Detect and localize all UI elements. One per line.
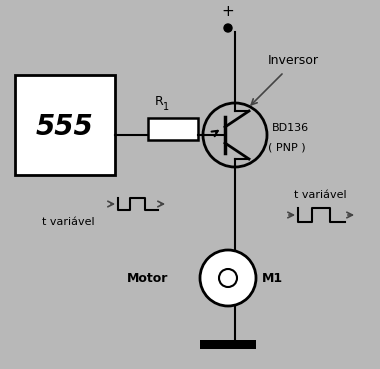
Text: t variável: t variável xyxy=(42,217,94,227)
Text: t variável: t variável xyxy=(294,190,346,200)
Text: Inversor: Inversor xyxy=(268,54,319,66)
Text: Motor: Motor xyxy=(127,272,168,284)
Text: BD136: BD136 xyxy=(272,123,309,133)
Text: 1: 1 xyxy=(163,102,169,112)
Text: 555: 555 xyxy=(36,113,94,141)
Circle shape xyxy=(200,250,256,306)
Text: +: + xyxy=(222,4,234,20)
Bar xyxy=(15,75,115,175)
Text: ( PNP ): ( PNP ) xyxy=(268,143,306,153)
Text: R: R xyxy=(155,95,164,108)
Circle shape xyxy=(203,103,267,167)
Bar xyxy=(200,340,256,349)
Text: M1: M1 xyxy=(262,272,283,284)
Bar xyxy=(148,118,198,140)
Circle shape xyxy=(224,24,232,32)
Circle shape xyxy=(219,269,237,287)
